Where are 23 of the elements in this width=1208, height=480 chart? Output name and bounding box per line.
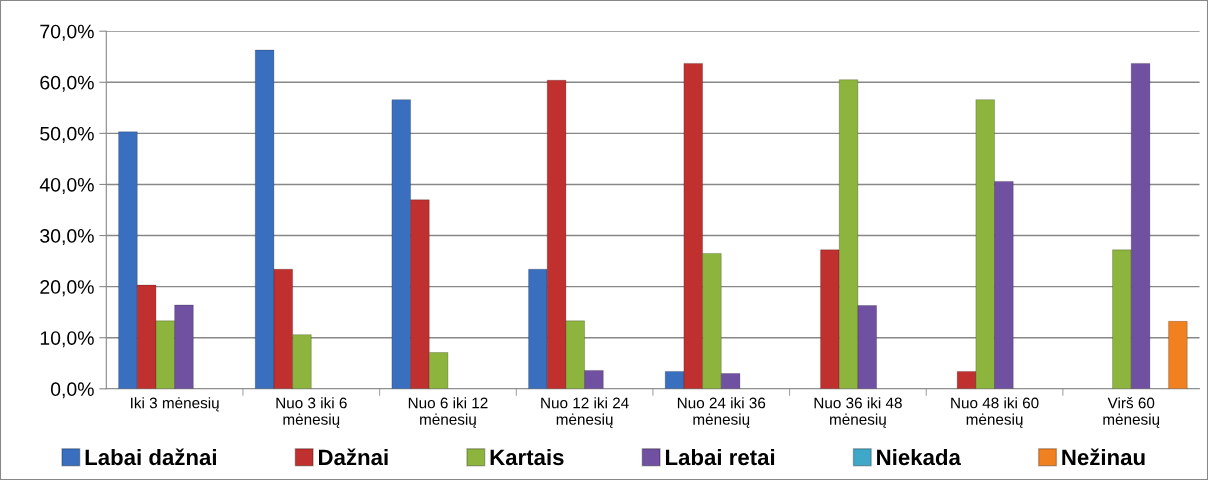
x-tick-label: Virš 60 mėnesių: [1103, 397, 1160, 428]
y-tick-label: 20,0%: [40, 280, 94, 297]
legend-label: Labai retai: [665, 448, 775, 466]
y-tick-label: 70,0%: [40, 24, 94, 41]
legend-label: Labai dažnai: [85, 448, 216, 466]
x-tick-label: Nuo 36 iki 48 mėnesių: [814, 397, 902, 428]
x-tick-label: Nuo 3 iki 6 mėnesių: [276, 397, 347, 428]
y-tick-label: 50,0%: [40, 126, 94, 143]
x-tick-label: Nuo 6 iki 12 mėnesių: [408, 397, 488, 428]
y-tick-label: 40,0%: [39, 177, 94, 194]
y-tick-label: 30,0%: [40, 229, 94, 246]
legend-label: Nežinau: [1062, 448, 1145, 466]
x-tick-label: Nuo 24 iki 36 mėnesių: [677, 397, 766, 428]
y-tick-label: 0,0%: [50, 382, 94, 399]
y-tick-label: 60,0%: [40, 75, 94, 92]
legend-label: Kartais: [490, 448, 564, 466]
legend-label: Dažnai: [319, 448, 388, 466]
x-tick-label: Nuo 12 iki 24 mėnesių: [541, 397, 629, 428]
y-tick-label: 10,0%: [40, 331, 94, 348]
x-tick-label: Iki 3 mėnesių: [131, 397, 219, 412]
x-tick-label: Nuo 48 iki 60 mėnesių: [951, 397, 1039, 428]
legend-label: Niekada: [877, 448, 962, 466]
bar: [1168, 320, 1188, 389]
